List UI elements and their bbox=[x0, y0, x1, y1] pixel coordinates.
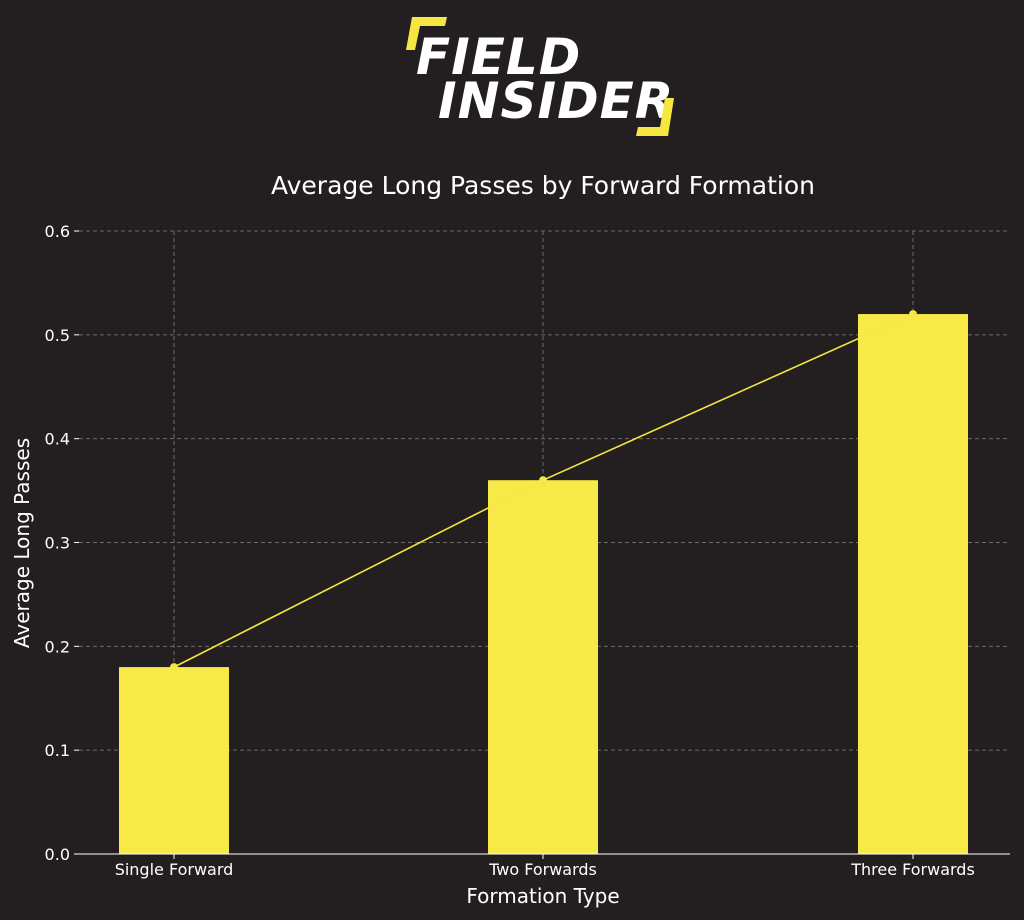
bar-single-forward bbox=[119, 667, 229, 854]
logo-bracket-top-left bbox=[406, 17, 447, 50]
chart-title: Average Long Passes by Forward Formation bbox=[271, 171, 815, 200]
x-tick-label: Two Forwards bbox=[488, 860, 597, 879]
trend-point bbox=[539, 476, 547, 485]
logo-line-1: FIELD bbox=[416, 28, 581, 86]
y-tick-label: 0.1 bbox=[45, 741, 70, 760]
y-tick-label: 0.6 bbox=[45, 222, 70, 241]
x-tick-label: Single Forward bbox=[115, 860, 234, 879]
logo-line-2: INSIDER bbox=[438, 72, 674, 130]
x-axis-label: Formation Type bbox=[466, 884, 619, 908]
logo: FIELD INSIDER bbox=[406, 17, 674, 136]
y-tick-label: 0.5 bbox=[45, 326, 70, 345]
x-ticks: Single Forward Two Forwards Three Forwards bbox=[115, 854, 975, 879]
bars bbox=[119, 314, 968, 855]
trend-line bbox=[170, 310, 917, 672]
bar-three-forwards bbox=[858, 314, 968, 855]
x-tick-label: Three Forwards bbox=[850, 860, 975, 879]
trend-point bbox=[909, 310, 917, 319]
y-tick-label: 0.3 bbox=[45, 534, 70, 553]
trend-point bbox=[170, 663, 178, 672]
y-axis-label: Average Long Passes bbox=[10, 438, 34, 648]
y-tick-label: 0.2 bbox=[45, 637, 70, 656]
logo-bracket-bottom-right bbox=[636, 98, 674, 136]
bar-two-forwards bbox=[488, 480, 598, 854]
y-tick-label: 0.0 bbox=[45, 845, 70, 864]
y-tick-label: 0.4 bbox=[45, 430, 70, 449]
y-ticks: 0.0 0.1 0.2 0.3 0.4 0.5 0.6 bbox=[45, 222, 79, 864]
